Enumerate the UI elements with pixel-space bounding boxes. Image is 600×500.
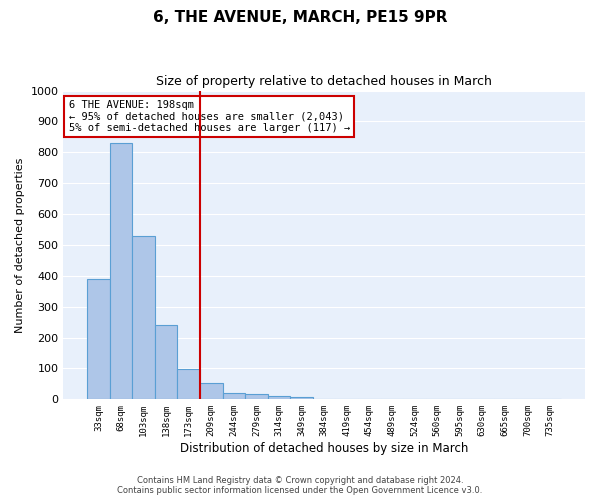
Bar [200, 384, 223, 400]
Bar [290, 397, 313, 400]
Bar [132, 236, 155, 400]
Text: 6 THE AVENUE: 198sqm
← 95% of detached houses are smaller (2,043)
5% of semi-det: 6 THE AVENUE: 198sqm ← 95% of detached h… [68, 100, 350, 133]
Title: Size of property relative to detached houses in March: Size of property relative to detached ho… [156, 75, 492, 88]
Bar [268, 396, 290, 400]
Y-axis label: Number of detached properties: Number of detached properties [15, 158, 25, 332]
Bar [87, 279, 110, 400]
Bar [245, 394, 268, 400]
Text: 6, THE AVENUE, MARCH, PE15 9PR: 6, THE AVENUE, MARCH, PE15 9PR [153, 10, 447, 25]
Bar [155, 325, 178, 400]
Bar [178, 370, 200, 400]
Text: Contains HM Land Registry data © Crown copyright and database right 2024.
Contai: Contains HM Land Registry data © Crown c… [118, 476, 482, 495]
Bar [223, 393, 245, 400]
Bar [110, 143, 132, 400]
X-axis label: Distribution of detached houses by size in March: Distribution of detached houses by size … [180, 442, 469, 455]
